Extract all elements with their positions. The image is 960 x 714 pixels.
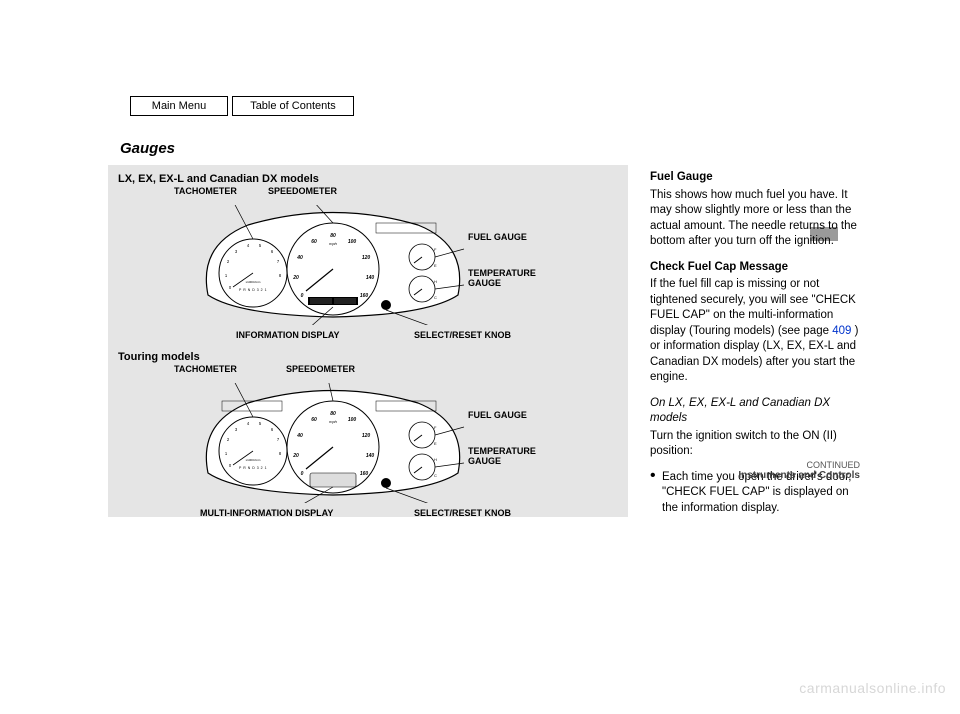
lower-cluster: TACHOMETER SPEEDOMETER FUEL GAUGE TEMPER… [118, 365, 618, 523]
svg-text:H: H [434, 457, 437, 462]
svg-text:20: 20 [292, 453, 299, 459]
svg-text:120: 120 [362, 255, 371, 261]
diagram-panel: LX, EX, EX-L and Canadian DX models TACH… [108, 165, 628, 517]
svg-text:60: 60 [311, 239, 317, 245]
label-select-reset: SELECT/RESET KNOB [414, 331, 511, 341]
check-fuel-cap-heading: Check Fuel Cap Message [650, 260, 860, 276]
lower-cluster-svg: 012 345 678 x1000r/min P R N D 3 2 1 020… [198, 383, 468, 503]
label-select-reset-2: SELECT/RESET KNOB [414, 509, 511, 519]
svg-text:100: 100 [348, 239, 357, 245]
svg-text:C: C [434, 473, 437, 478]
svg-text:120: 120 [362, 433, 371, 439]
on-lx-body: Turn the ignition switch to the ON (II) … [650, 429, 860, 460]
fuel-gauge-heading: Fuel Gauge [650, 170, 860, 186]
svg-text:P R N D 3 2 1: P R N D 3 2 1 [239, 466, 267, 470]
svg-text:100: 100 [348, 417, 357, 423]
label-multi-info-display: MULTI-INFORMATION DISPLAY [200, 509, 333, 519]
svg-text:20: 20 [292, 275, 299, 281]
svg-text:140: 140 [366, 275, 375, 281]
svg-text:C: C [434, 295, 437, 300]
svg-text:60: 60 [311, 417, 317, 423]
watermark: carmanualsonline.info [799, 680, 946, 696]
svg-text:80: 80 [330, 233, 336, 239]
svg-text:160: 160 [360, 471, 369, 477]
check-fuel-cap-body: If the fuel fill cap is missing or not t… [650, 277, 860, 386]
fuel-gauge-body: This shows how much fuel you have. It ma… [650, 188, 860, 250]
section-name: Instruments and Controls [650, 470, 860, 481]
svg-text:140: 140 [366, 453, 375, 459]
svg-text:0: 0 [301, 293, 304, 299]
label-fuel-gauge: FUEL GAUGE [468, 233, 527, 243]
label-fuel-gauge-2: FUEL GAUGE [468, 411, 527, 421]
label-tachometer-2: TACHOMETER [174, 365, 237, 375]
label-speedometer-2: SPEEDOMETER [286, 365, 355, 375]
nav-buttons: Main Menu Table of Contents [130, 96, 354, 116]
upper-section-title: LX, EX, EX-L and Canadian DX models [118, 173, 618, 185]
label-temp-gauge-4: GAUGE [468, 457, 501, 467]
toc-button[interactable]: Table of Contents [232, 96, 354, 116]
section-footer: CONTINUED Instruments and Controls [650, 460, 860, 481]
svg-text:P R N D 3 2 1: P R N D 3 2 1 [239, 288, 267, 292]
svg-text:80: 80 [330, 411, 336, 417]
svg-text:mph: mph [329, 241, 338, 246]
svg-text:x1000r/min: x1000r/min [246, 458, 261, 462]
svg-text:0: 0 [301, 471, 304, 477]
page-title: Gauges [120, 140, 175, 157]
svg-text:H: H [434, 279, 437, 284]
svg-text:160: 160 [360, 293, 369, 299]
cfc-body-a: If the fuel fill cap is missing or not t… [650, 278, 856, 337]
upper-cluster-svg: 012 345 678 x1000r/min P R N D 3 2 1 020… [198, 205, 468, 325]
svg-text:E: E [434, 441, 437, 446]
main-menu-button[interactable]: Main Menu [130, 96, 228, 116]
label-speedometer: SPEEDOMETER [268, 187, 337, 197]
svg-text:40: 40 [296, 255, 303, 261]
svg-text:E: E [434, 263, 437, 268]
svg-text:mph: mph [329, 419, 338, 424]
label-tachometer: TACHOMETER [174, 187, 237, 197]
lower-section-title: Touring models [118, 351, 618, 363]
on-lx-title: On LX, EX, EX-L and Canadian DX models [650, 396, 860, 427]
svg-text:x1000r/min: x1000r/min [246, 280, 261, 284]
continued-label: CONTINUED [650, 460, 860, 470]
label-temp-gauge-2: GAUGE [468, 279, 501, 289]
upper-cluster: TACHOMETER SPEEDOMETER FUEL GAUGE TEMPER… [118, 187, 618, 345]
svg-text:40: 40 [296, 433, 303, 439]
label-info-display: INFORMATION DISPLAY [236, 331, 340, 341]
page-link-409[interactable]: 409 [832, 325, 851, 337]
